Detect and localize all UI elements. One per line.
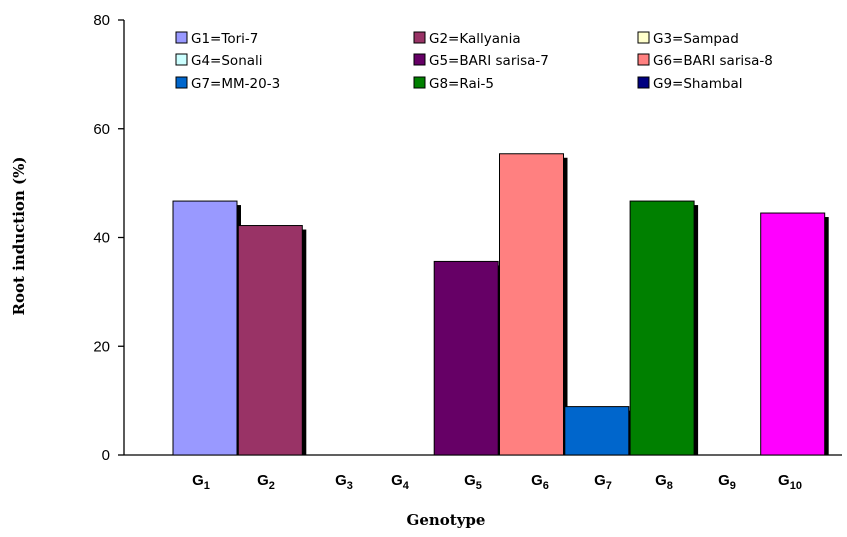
x-tick-main: G [718, 472, 730, 489]
legend-swatch [637, 76, 650, 89]
x-tick-main: G [594, 472, 606, 489]
bar-G2 [237, 225, 303, 456]
legend-label: G3=Sampad [653, 31, 739, 47]
bar-G8 [629, 200, 695, 456]
legend-swatch [175, 53, 188, 66]
bar-G7 [564, 406, 630, 456]
legend-label: G5=BARI sarisa-7 [429, 53, 549, 69]
x-tick-subscript: 8 [667, 480, 673, 492]
x-tick-label: G7 [594, 472, 612, 492]
x-tick-label: G10 [778, 472, 802, 492]
bar-G6 [499, 153, 564, 456]
legend-swatch [175, 76, 188, 89]
x-tick-main: G [531, 472, 543, 489]
x-tick-main: G [391, 472, 403, 489]
y-tick-label: 0 [102, 447, 110, 464]
bar-G1 [172, 200, 238, 456]
legend-label: G7=MM-20-3 [191, 76, 280, 92]
legend-swatch [413, 53, 426, 66]
x-tick-subscript: 2 [269, 480, 275, 492]
x-tick-subscript: 9 [730, 480, 736, 492]
x-tick-main: G [655, 472, 667, 489]
x-tick-main: G [778, 472, 790, 489]
x-tick-subscript: 6 [543, 480, 549, 492]
x-tick-label: G9 [718, 472, 736, 492]
x-tick-label: G8 [655, 472, 673, 492]
legend-swatch [413, 76, 426, 89]
legend-label: G4=Sonali [191, 53, 263, 69]
x-tick-main: G [464, 472, 476, 489]
y-axis-title: Root induction (%) [10, 157, 28, 316]
legend-label: G2=Kallyania [429, 31, 521, 47]
x-tick-label: G6 [531, 472, 549, 492]
x-tick-main: G [192, 472, 204, 489]
x-axis-title: Genotype [407, 511, 486, 529]
legend-label: G1=Tori-7 [191, 31, 258, 47]
y-tick-label: 20 [93, 338, 110, 355]
x-tick-label: G1 [192, 472, 210, 492]
bar-G5 [433, 260, 499, 456]
legend-label: G6=BARI sarisa-8 [653, 53, 773, 69]
bar-G10 [760, 212, 826, 456]
legend-swatch [413, 31, 426, 44]
x-tick-label: G2 [257, 472, 275, 492]
x-tick-subscript: 10 [790, 480, 802, 492]
x-tick-subscript: 5 [476, 480, 482, 492]
legend-swatch [637, 31, 650, 44]
legend-swatch [175, 31, 188, 44]
x-tick-label: G3 [335, 472, 353, 492]
legend-label: G8=Rai-5 [429, 76, 494, 92]
x-tick-main: G [335, 472, 347, 489]
legend-label: G9=Shambal [653, 76, 743, 92]
x-tick-subscript: 3 [347, 480, 353, 492]
x-tick-label: G4 [391, 472, 410, 492]
x-tick-subscript: 1 [204, 480, 210, 492]
y-tick-label: 60 [93, 121, 110, 138]
x-tick-main: G [257, 472, 269, 489]
y-tick-label: 80 [93, 12, 110, 29]
y-tick-label: 40 [93, 230, 110, 247]
x-tick-subscript: 4 [403, 480, 410, 492]
x-tick-label: G5 [464, 472, 482, 492]
x-tick-subscript: 7 [606, 480, 612, 492]
legend-swatch [637, 53, 650, 66]
